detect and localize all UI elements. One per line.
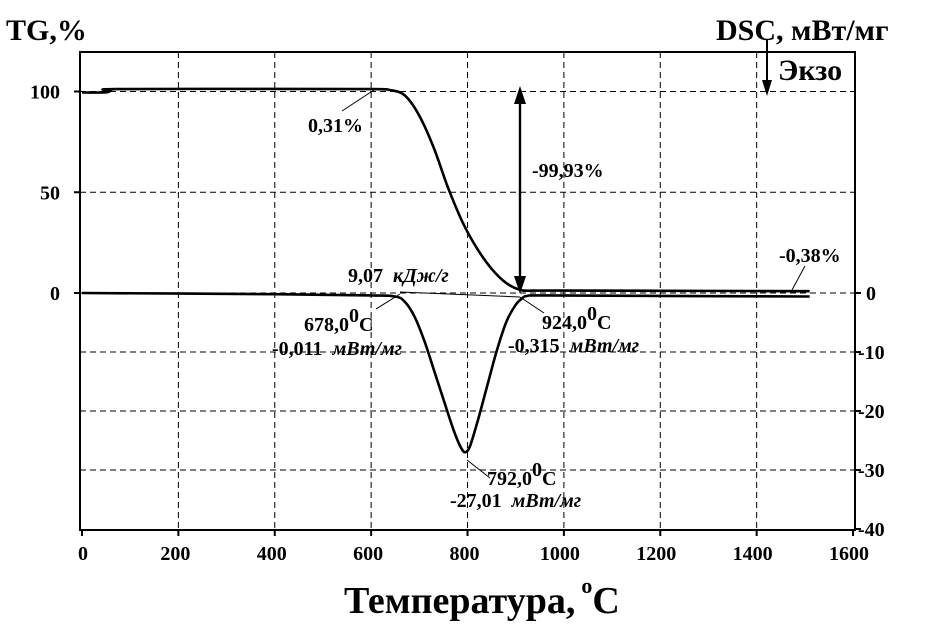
- tg-start-leader: [341, 89, 375, 112]
- peak-dsc-unit: мВт/мг: [511, 490, 581, 512]
- onset-dsc-value: -0,011: [272, 338, 323, 360]
- exo-label: Экзо: [778, 54, 842, 87]
- enthalpy-unit: кДж/г: [393, 265, 449, 287]
- tg-curve: [81, 87, 810, 293]
- x-tick-label: 600: [353, 543, 383, 565]
- endset-temp: 924,00C: [542, 303, 611, 334]
- x-axis-title-unit: C: [592, 580, 619, 622]
- endset-dsc-unit: мВт/мг: [569, 335, 639, 357]
- enthalpy-label: 9,07 кДж/г: [348, 265, 449, 287]
- peak-temp: 792,00C: [487, 459, 556, 490]
- peak-temp-value: 792,0: [487, 468, 532, 490]
- onset-temp: 678,00C: [304, 305, 373, 336]
- endset-dsc-value: -0,315: [508, 335, 560, 357]
- tg-loss-label: -99,93%: [532, 160, 604, 182]
- dsc-tick-label: -10: [858, 342, 885, 364]
- dsc-tick-label: -20: [858, 401, 885, 423]
- onset-dsc: -0,011 мВт/мг: [272, 338, 402, 360]
- tg-end-label: -0,38%: [779, 245, 841, 267]
- endset-temp-value: 924,0: [542, 312, 587, 334]
- peak-dsc: -27,01 мВт/мг: [450, 490, 581, 512]
- x-tick-label: 1400: [733, 543, 773, 565]
- ticks: [74, 90, 861, 536]
- enthalpy-baseline: [399, 291, 521, 298]
- peak-temp-unit: C: [542, 468, 556, 490]
- dsc-tick-label: 0: [866, 283, 876, 305]
- endset-deg: 0: [587, 303, 597, 325]
- left-axis-title: TG,%: [6, 14, 87, 47]
- x-tick-label: 1600: [829, 543, 869, 565]
- dsc-curve: [81, 291, 810, 454]
- tg-tick-label: 50: [40, 182, 60, 204]
- onset-leader: [375, 293, 401, 310]
- tick-labels: 0 200 400 600 800 1000 1200 1400 1600 100 50 0 0 -10 -…: [30, 82, 885, 566]
- x-tick-label: 800: [450, 543, 480, 565]
- tg-tick-label: 0: [50, 283, 60, 305]
- x-tick-label: 1000: [540, 543, 580, 565]
- onset-temp-unit: C: [359, 314, 373, 336]
- tg-tick-label: 100: [30, 82, 60, 104]
- x-tick-label: 400: [257, 543, 287, 565]
- onset-temp-value: 678,0: [304, 314, 349, 336]
- annotations: 0,31% -99,93% -0,38% 9,07 кДж/г 678,00C …: [272, 86, 841, 512]
- peak-leader: [466, 459, 491, 479]
- onset-dsc-unit: мВт/мг: [332, 338, 402, 360]
- x-axis-title-main: Температура,: [344, 580, 575, 622]
- dsc-tick-label: -40: [858, 519, 885, 541]
- peak-deg: 0: [532, 459, 542, 481]
- right-axis-title: DSC, мВт/мг: [716, 14, 889, 47]
- tg-loss-arrow: [514, 86, 526, 294]
- endset-dsc: -0,315 мВт/мг: [508, 335, 639, 357]
- peak-dsc-value: -27,01: [450, 490, 502, 512]
- tg-start-label: 0,31%: [308, 115, 363, 137]
- x-tick-label: 1200: [636, 543, 676, 565]
- onset-deg: 0: [349, 305, 359, 327]
- x-tick-label: 200: [160, 543, 190, 565]
- x-axis-title-degree: o: [581, 573, 592, 598]
- enthalpy-value: 9,07: [348, 265, 383, 287]
- exo-arrow: [762, 40, 772, 96]
- endset-leader: [519, 296, 545, 314]
- dsc-tick-label: -30: [858, 460, 885, 482]
- x-axis-title: Температура, oC: [344, 573, 620, 622]
- endset-temp-unit: C: [597, 312, 611, 334]
- x-tick-label: 0: [78, 543, 88, 565]
- tg-end-leader: [791, 265, 806, 291]
